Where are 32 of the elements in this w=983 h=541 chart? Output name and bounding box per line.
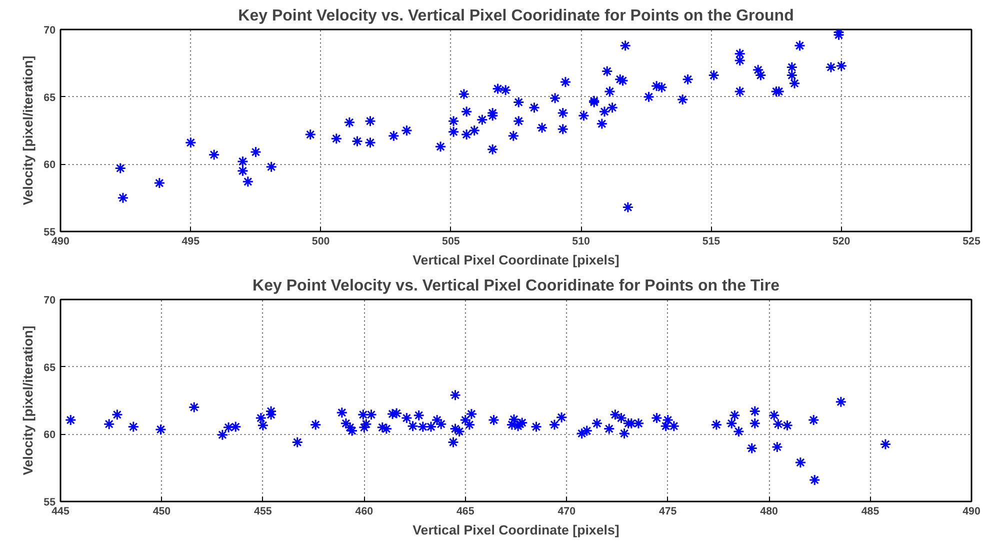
y-tick-label: 65 [44,92,56,104]
chart-title: Key Point Velocity vs. Vertical Pixel Cooridinate for Points on the Ground [238,8,794,24]
y-tick-label: 60 [44,159,56,172]
y-tick-label: 55 [44,496,56,508]
y-tick-label: 55 [44,226,56,238]
x-axis-title: Vertical Pixel Coordinate [pixels] [412,522,620,538]
y-tick-label: 65 [44,362,56,374]
x-tick-label: 510 [572,236,590,248]
x-tick-label: 490 [52,236,70,248]
y-axis-title: Velocity [pixel/iteration] [20,326,36,476]
y-axis-title: Velocity [pixel/iteration] [20,56,36,206]
x-axis-title: Vertical Pixel Coordinate [pixels] [412,252,620,268]
chart-title: Key Point Velocity vs. Vertical Pixel Cooridinate for Points on the Tire [252,278,780,294]
x-tick-label: 485 [861,506,880,518]
x-tick-label: 445 [52,506,70,518]
x-tick-label: 490 [962,506,980,518]
x-tick-label: 455 [254,506,272,518]
y-tick-label: 60 [44,429,56,442]
y-tick-label: 70 [44,294,56,306]
x-tick-label: 500 [312,236,330,248]
x-tick-label: 470 [558,506,576,518]
x-tick-label: 460 [355,506,374,518]
x-tick-label: 505 [442,236,460,248]
x-tick-label: 450 [152,506,171,518]
x-tick-label: 480 [760,506,778,518]
x-tick-label: 465 [456,506,474,518]
x-tick-label: 515 [702,236,720,248]
x-tick-label: 475 [658,506,677,518]
y-tick-label: 70 [44,24,56,36]
x-tick-label: 520 [832,236,850,248]
x-tick-label: 495 [182,236,200,248]
x-tick-label: 525 [962,236,980,248]
